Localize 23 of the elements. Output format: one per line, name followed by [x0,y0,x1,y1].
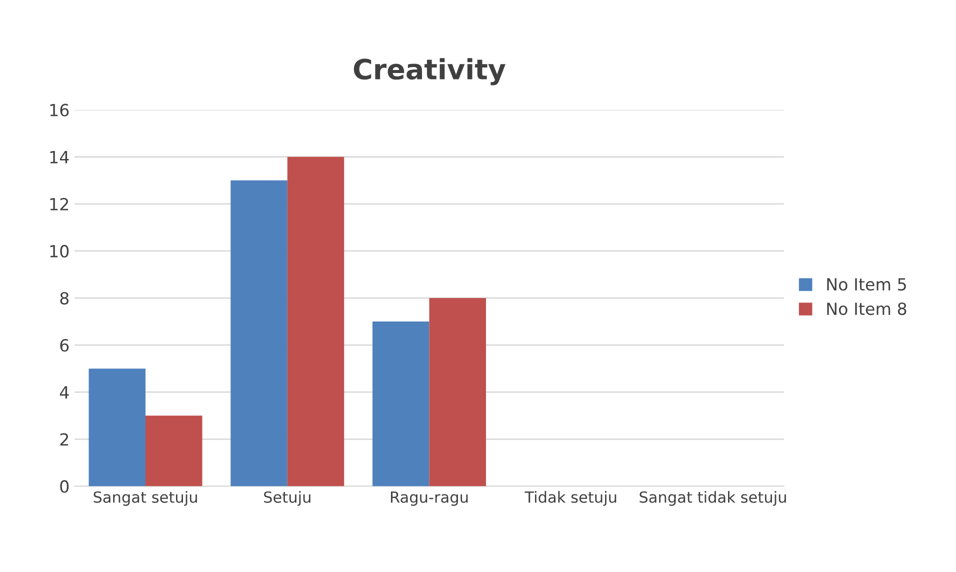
legend-label: No Item 8 [827,302,906,316]
x-tick-label: Ragu-ragu [390,492,468,506]
bar [146,416,202,486]
legend-label: No Item 5 [827,278,906,291]
x-tick-label: Tidak setuju [524,491,616,506]
bar [287,156,344,486]
x-tick-label: Setuju [264,491,310,506]
x-tick-label: Sangat setuju [94,491,197,506]
y-tick-label: 14 [50,151,69,164]
y-tick-label: 8 [60,292,69,305]
y-tick-label: 10 [50,244,69,258]
y-tick-label: 0 [60,480,69,493]
bar [372,322,430,486]
bar [88,368,146,486]
y-tick-label: 6 [60,339,69,352]
chart-title: Creativity [354,58,506,86]
bar [429,298,486,486]
y-tick-label: 12 [50,198,68,210]
y-tick-label: 4 [60,386,69,398]
y-tick-label: 2 [60,433,68,446]
y-tick-label: 16 [50,104,69,116]
x-tick-label: Sangat tidak setuju [640,491,786,506]
bar [230,180,288,486]
